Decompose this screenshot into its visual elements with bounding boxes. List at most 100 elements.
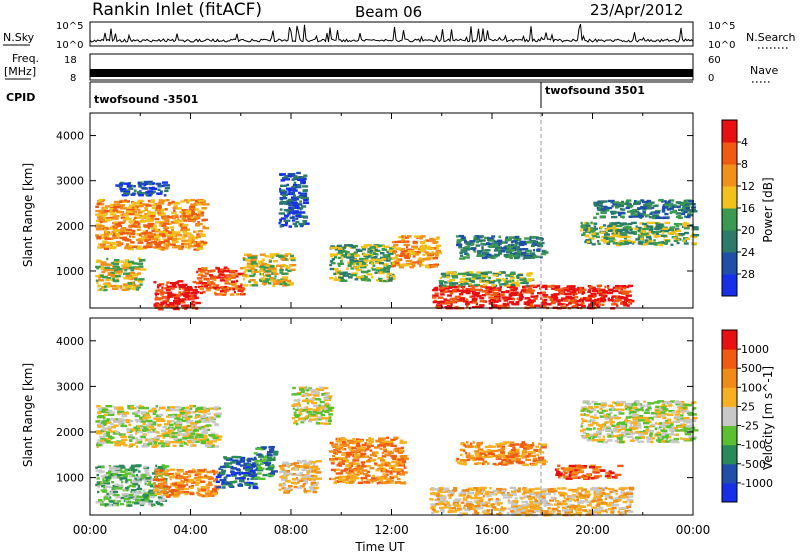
range-cell bbox=[595, 302, 599, 305]
range-cell bbox=[95, 501, 103, 504]
range-cell bbox=[105, 278, 110, 282]
range-cell bbox=[194, 244, 201, 247]
range-cell bbox=[296, 459, 301, 463]
range-cell bbox=[677, 205, 681, 208]
range-cell bbox=[201, 267, 208, 270]
range-cell bbox=[212, 407, 218, 411]
range-cell bbox=[179, 484, 186, 488]
range-cell bbox=[286, 200, 294, 203]
range-cell bbox=[160, 224, 167, 227]
range-cell bbox=[226, 474, 231, 477]
range-cell bbox=[181, 304, 188, 308]
range-cell bbox=[193, 296, 199, 300]
range-cell bbox=[655, 234, 662, 238]
range-cell bbox=[655, 209, 661, 213]
range-cell bbox=[118, 183, 123, 186]
range-cell bbox=[519, 248, 525, 251]
range-cell bbox=[205, 428, 210, 432]
range-cell bbox=[253, 452, 258, 455]
range-cell bbox=[135, 429, 139, 432]
range-cell bbox=[308, 486, 314, 489]
range-cell bbox=[212, 494, 215, 498]
range-cell bbox=[493, 279, 496, 283]
range-cell bbox=[298, 185, 302, 189]
range-cell bbox=[557, 288, 563, 291]
range-cell bbox=[402, 238, 405, 242]
range-cell bbox=[331, 443, 334, 447]
range-cell bbox=[400, 446, 405, 450]
range-cell bbox=[189, 297, 195, 300]
range-cell bbox=[105, 478, 108, 482]
range-cell bbox=[148, 180, 153, 184]
range-cell bbox=[558, 289, 564, 293]
range-cell bbox=[145, 217, 152, 220]
range-cell bbox=[189, 407, 193, 411]
range-cell bbox=[618, 202, 625, 205]
range-cell bbox=[279, 218, 283, 221]
range-cell bbox=[109, 500, 114, 503]
range-cell bbox=[139, 417, 143, 420]
range-cell bbox=[329, 267, 334, 271]
range-cell bbox=[281, 272, 287, 275]
range-cell bbox=[108, 435, 112, 438]
range-cell bbox=[185, 210, 192, 213]
range-cell bbox=[181, 245, 185, 249]
range-cell bbox=[123, 488, 126, 491]
range-cell bbox=[415, 253, 419, 256]
range-cell bbox=[368, 456, 373, 460]
range-cell bbox=[109, 411, 115, 414]
range-cell bbox=[177, 487, 184, 491]
range-cell bbox=[292, 194, 296, 197]
range-cell bbox=[661, 200, 667, 203]
range-tick-label: 1000 bbox=[56, 265, 84, 278]
range-cell bbox=[520, 289, 527, 292]
range-cell bbox=[180, 226, 188, 229]
range-cell bbox=[417, 251, 421, 254]
range-cell bbox=[292, 184, 300, 187]
range-cell bbox=[198, 280, 203, 283]
range-cell bbox=[622, 296, 629, 300]
range-cell bbox=[187, 286, 193, 289]
range-cell bbox=[246, 463, 251, 467]
range-cell bbox=[356, 269, 363, 272]
range-cell bbox=[200, 485, 208, 489]
range-cell bbox=[481, 290, 489, 293]
range-cell bbox=[278, 212, 285, 215]
range-cell bbox=[661, 208, 666, 211]
range-cell bbox=[364, 449, 367, 452]
range-cell bbox=[146, 238, 151, 241]
range-cell bbox=[508, 254, 514, 257]
range-cell bbox=[142, 422, 146, 425]
range-cell bbox=[283, 278, 288, 282]
range-cell bbox=[387, 253, 391, 256]
range-cell bbox=[312, 483, 317, 487]
range-cell bbox=[678, 216, 683, 220]
range-cell bbox=[123, 285, 130, 288]
range-cell bbox=[158, 224, 162, 227]
range-cell bbox=[132, 285, 138, 288]
range-cell bbox=[273, 453, 278, 456]
range-cell bbox=[591, 299, 597, 303]
range-cell bbox=[112, 209, 119, 212]
range-cell bbox=[458, 280, 462, 284]
range-cell bbox=[496, 287, 502, 290]
range-cell bbox=[154, 217, 160, 221]
range-cell bbox=[437, 296, 444, 299]
range-cell bbox=[300, 196, 308, 200]
range-cell bbox=[622, 292, 630, 295]
range-cell bbox=[101, 484, 106, 488]
range-cell bbox=[191, 220, 196, 223]
range-cell bbox=[615, 284, 620, 288]
range-cell bbox=[104, 503, 109, 506]
range-cell bbox=[496, 279, 502, 282]
range-cell bbox=[188, 411, 191, 414]
range-cell bbox=[119, 441, 126, 444]
range-cell bbox=[579, 287, 582, 290]
range-cell bbox=[348, 244, 354, 248]
range-cell bbox=[433, 241, 439, 244]
range-cell bbox=[162, 425, 167, 429]
range-cell bbox=[100, 267, 106, 271]
range-cell bbox=[601, 200, 608, 203]
range-cell bbox=[292, 482, 297, 485]
range-cell bbox=[600, 226, 604, 229]
